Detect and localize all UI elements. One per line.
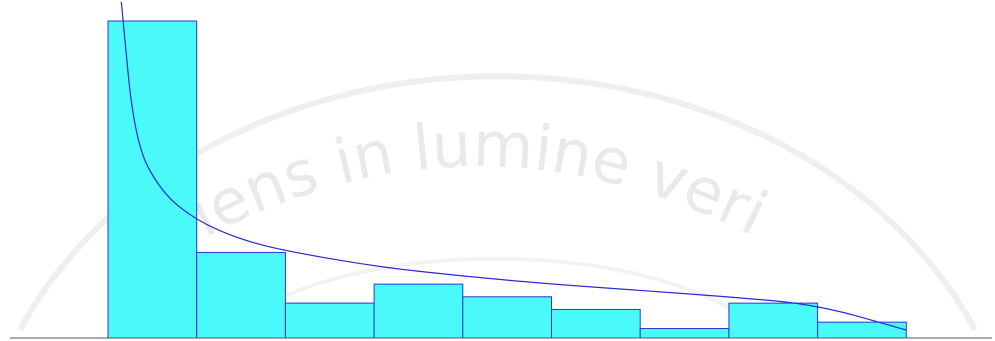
histogram-bars — [107, 20, 907, 339]
histogram-bar-9 — [817, 321, 907, 339]
histogram-bar-4 — [373, 283, 464, 339]
histogram-bar-6 — [551, 308, 641, 339]
histogram-bar-3 — [284, 302, 375, 339]
histogram-bar-2 — [196, 251, 286, 339]
fitted-curve — [120, 1, 907, 331]
histogram-bar-7 — [639, 327, 730, 339]
histogram-bar-1 — [107, 20, 198, 339]
histogram-bar-5 — [462, 296, 552, 339]
watermark-text: iens in lumine veri — [178, 107, 778, 251]
histogram-bar-8 — [728, 302, 819, 339]
